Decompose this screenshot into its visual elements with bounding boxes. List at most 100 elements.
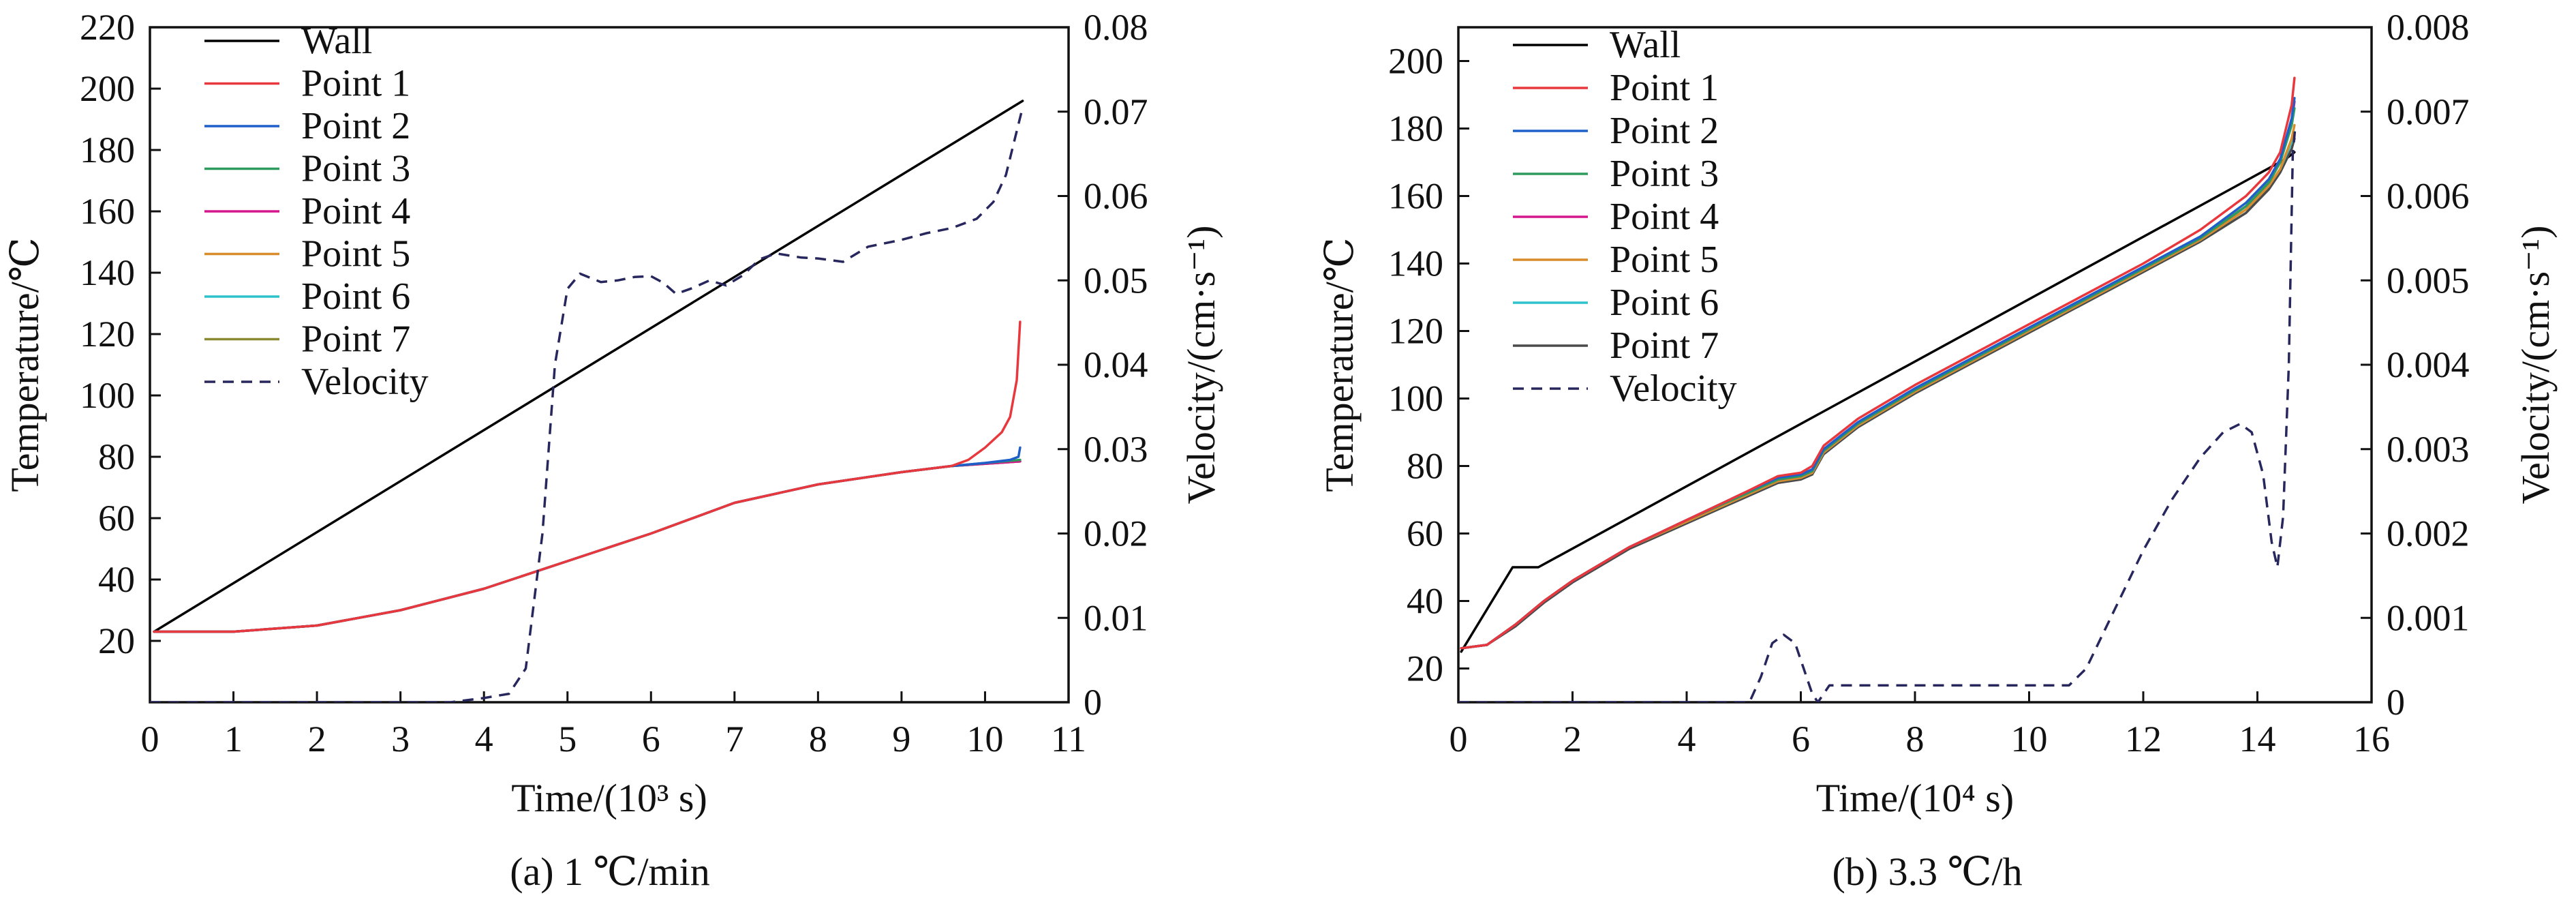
legend-label: Point 3: [301, 148, 410, 190]
x-tick-label: 10: [966, 719, 1003, 760]
y-tick-label: 40: [98, 559, 135, 600]
y2-tick-label: 0.001: [2387, 597, 2470, 638]
series-line-point-7: [153, 460, 1022, 633]
y2-axis-title: Velocity/(cm·s⁻¹): [2513, 226, 2558, 505]
y2-tick-label: 0.003: [2387, 429, 2470, 470]
series-line-point-4: [1460, 100, 2296, 650]
series-line-point-7: [1460, 137, 2296, 650]
y-tick-label: 180: [80, 130, 135, 170]
y-axis-title: Temperature/℃: [1317, 237, 1362, 492]
legend-label: Point 7: [301, 318, 410, 361]
series-line-point-3: [1460, 107, 2296, 650]
y-tick-label: 80: [1407, 446, 1443, 487]
y2-tick-label: 0.05: [1084, 260, 1148, 301]
y2-tick-label: 0.007: [2387, 91, 2470, 132]
y2-tick-label: 0.005: [2387, 260, 2470, 301]
y-tick-label: 160: [1388, 176, 1443, 217]
chart-panel-b: 0 2 4 6 8 10 12 14 16 20 40 60 80 100 120 140 160 180 200 0…: [1317, 7, 2558, 820]
series-line-point-3: [153, 458, 1022, 633]
x-tick-label: 2: [1563, 719, 1582, 760]
x-tick-label: 0: [141, 719, 159, 760]
y-tick-label: 20: [1407, 648, 1443, 689]
y-tick-label: 100: [80, 375, 135, 416]
series-line-point-2: [1460, 97, 2296, 650]
legend-label: Point 4: [301, 190, 410, 232]
y-tick-label: 100: [1388, 378, 1443, 419]
x-axis-title: Time/(10³ s): [511, 776, 707, 820]
x-tick-label: 0: [1450, 719, 1468, 760]
y2-tick-label: 0.06: [1084, 176, 1148, 217]
y2-axis-title: Velocity/(cm·s⁻¹): [1179, 226, 1223, 505]
y2-tick-label: 0.04: [1084, 344, 1148, 385]
y2-tick-label: 0.006: [2387, 176, 2470, 217]
series-line-velocity: [1458, 128, 2297, 702]
legend-label: Point 6: [1610, 282, 1719, 324]
series-line-point-4: [153, 460, 1022, 633]
x-tick-label: 6: [642, 719, 660, 760]
legend-label: Point 3: [1610, 153, 1719, 195]
caption-a: (a) 1 ℃/min: [510, 850, 710, 894]
series-line-point-5: [153, 460, 1022, 633]
x-tick-label: 2: [308, 719, 326, 760]
y-tick-label: 200: [1388, 41, 1443, 82]
y2-tick-label: 0.002: [2387, 513, 2470, 554]
legend-label: Wall: [1610, 24, 1681, 66]
legend-label: Point 5: [301, 233, 410, 275]
x-tick-label: 6: [1792, 719, 1810, 760]
x-tick-label: 4: [475, 719, 493, 760]
series-group: [150, 100, 1024, 702]
legend-label: Point 2: [301, 105, 410, 147]
series-line-point-2: [153, 446, 1022, 633]
y-tick-label: 180: [1388, 108, 1443, 149]
x-tick-label: 12: [2125, 719, 2162, 760]
series-line-point-6: [1460, 130, 2296, 650]
y-tick-label: 200: [80, 68, 135, 109]
y-tick-label: 140: [1388, 243, 1443, 284]
legend-label: Point 6: [301, 275, 410, 318]
y-tick-label: 40: [1407, 581, 1443, 622]
x-tick-label: 4: [1678, 719, 1696, 760]
series-line-point-5: [1460, 123, 2296, 650]
legend-label: Point 7: [1610, 325, 1719, 367]
chart-panel-a: 0 1 2 3 4 5 6 7 8 9 10 11 20 40 60 80 100 120 140 160 180 200…: [3, 7, 1223, 820]
y2-tick-label: 0.07: [1084, 91, 1148, 132]
y-tick-label: 80: [98, 436, 135, 477]
x-axis-title: Time/(10⁴ s): [1816, 776, 2014, 820]
legend-label: Velocity: [1610, 367, 1737, 410]
x-tick-label: 8: [1906, 719, 1925, 760]
x-tick-label: 16: [2353, 719, 2390, 760]
y2-tick-label: 0.004: [2387, 344, 2470, 385]
y2-tick-label: 0.03: [1084, 429, 1148, 470]
series-group: [1458, 76, 2297, 702]
legend-label: Wall: [301, 20, 372, 62]
y2-tick-label: 0.008: [2387, 7, 2470, 48]
y-tick-label: 160: [80, 191, 135, 232]
plot-frame: [1457, 26, 2373, 704]
x-tick-label: 10: [2011, 719, 2048, 760]
y2-tick-label: 0: [2387, 682, 2405, 723]
y2-tick-label: 0.02: [1084, 513, 1148, 554]
series-line-point-1: [153, 320, 1022, 633]
y-tick-label: 60: [1407, 513, 1443, 554]
x-tick-label: 1: [224, 719, 243, 760]
legend-label: Point 1: [301, 63, 410, 105]
series-line-point-1: [1460, 76, 2296, 650]
x-tick-label: 7: [725, 719, 743, 760]
legend-label: Point 4: [1610, 196, 1719, 238]
series-line-velocity: [150, 107, 1024, 702]
y2-tick-label: 0: [1084, 682, 1102, 723]
y-axis-title: Temperature/℃: [3, 237, 47, 492]
y-tick-label: 220: [80, 7, 135, 48]
y-tick-label: 120: [80, 314, 135, 355]
y-tick-label: 140: [80, 252, 135, 293]
legend-label: Point 5: [1610, 239, 1719, 281]
x-tick-label: 14: [2239, 719, 2276, 760]
legend-label: Velocity: [301, 361, 429, 403]
legend-label: Point 1: [1610, 67, 1719, 109]
x-tick-label: 8: [809, 719, 827, 760]
caption-b: (b) 3.3 ℃/h: [1832, 850, 2022, 894]
y2-tick-label: 0.01: [1084, 597, 1148, 638]
